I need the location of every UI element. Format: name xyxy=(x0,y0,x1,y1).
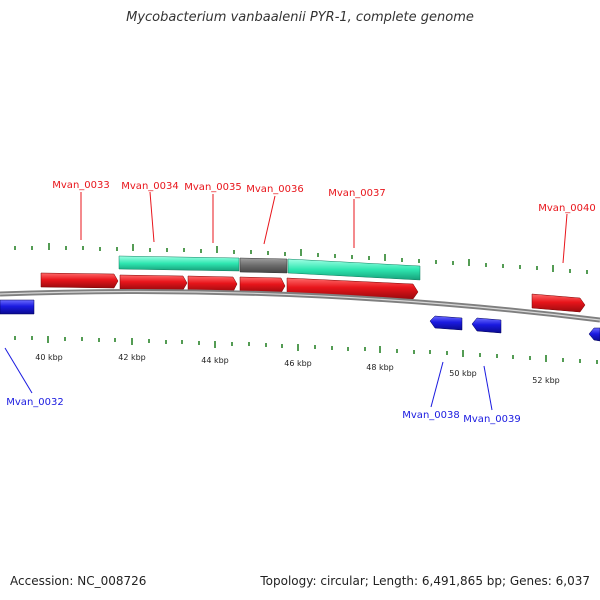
gene-label[interactable]: Mvan_0036 xyxy=(246,184,303,195)
scale-label: 46 kbp xyxy=(284,359,312,368)
top-tick-row xyxy=(14,243,588,274)
gene-mvan-0036[interactable] xyxy=(239,276,286,294)
scale-label: 52 kbp xyxy=(532,376,560,385)
gene-mvan-0034[interactable] xyxy=(119,274,188,291)
gene-mvan-0040[interactable] xyxy=(531,293,586,313)
gene-label[interactable]: Mvan_0033 xyxy=(52,180,109,191)
bottom-tick-row xyxy=(14,336,598,364)
scale-label: 50 kbp xyxy=(449,369,477,378)
gene-partial-reverse[interactable] xyxy=(588,327,600,342)
gene-mvan-0033[interactable] xyxy=(40,272,119,289)
gene-label[interactable]: Mvan_0040 xyxy=(538,203,595,214)
genome-backbone xyxy=(0,288,600,323)
gene-label[interactable]: Mvan_0038 xyxy=(402,410,459,421)
scale-label: 48 kbp xyxy=(366,363,394,372)
gene-label[interactable]: Mvan_0035 xyxy=(184,182,241,193)
forward-leaders xyxy=(80,191,568,264)
scale-label: 40 kbp xyxy=(35,353,63,362)
gene-mvan-0039[interactable] xyxy=(471,317,502,334)
gene-label[interactable]: Mvan_0037 xyxy=(328,188,385,199)
accession-label: Accession: NC_008726 xyxy=(10,574,147,588)
scale-labels: 40 kbp 42 kbp 44 kbp 46 kbp 48 kbp 50 kb… xyxy=(35,353,560,385)
reverse-leaders xyxy=(4,347,493,411)
scale-label: 44 kbp xyxy=(201,356,229,365)
operon-track xyxy=(118,255,421,281)
reverse-gene-labels: Mvan_0032 Mvan_0038 Mvan_0039 xyxy=(6,397,520,425)
scale-label: 42 kbp xyxy=(118,353,146,362)
gene-label[interactable]: Mvan_0032 xyxy=(6,397,63,408)
gene-mvan-0035[interactable] xyxy=(187,275,238,293)
reverse-gene-track xyxy=(0,299,600,342)
gene-mvan-0032[interactable] xyxy=(0,299,35,315)
gene-label[interactable]: Mvan_0039 xyxy=(463,414,520,425)
gene-label[interactable]: Mvan_0034 xyxy=(121,181,178,192)
map-title: Mycobacterium vanbaalenii PYR-1, complet… xyxy=(126,10,474,25)
forward-gene-labels: Mvan_0033 Mvan_0034 Mvan_0035 Mvan_0036 … xyxy=(52,180,595,214)
gene-mvan-0038[interactable] xyxy=(429,315,463,331)
genome-stats: Topology: circular; Length: 6,491,865 bp… xyxy=(260,574,590,588)
